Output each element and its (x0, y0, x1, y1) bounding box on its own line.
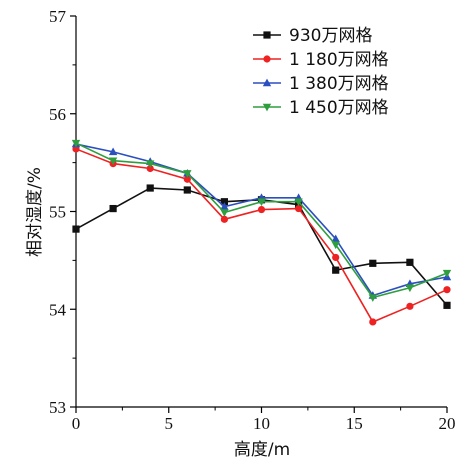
data-point (257, 205, 266, 214)
data-point (183, 175, 191, 183)
series-line (75, 148, 448, 323)
data-point (332, 253, 340, 262)
data-point (71, 139, 81, 148)
x-tick-label: 5 (165, 414, 174, 433)
data-point (257, 198, 266, 207)
chart-series-layer (71, 139, 452, 326)
y-tick-label: 57 (49, 7, 67, 26)
data-point (220, 202, 229, 210)
data-point (146, 164, 154, 173)
legend-label: 1 380万网格 (289, 74, 389, 94)
x-tick-label: 15 (346, 414, 363, 433)
series-4 (71, 139, 452, 302)
legend-label: 930万网格 (289, 26, 372, 46)
x-axis-title: 高度/m (234, 440, 290, 460)
data-point (294, 198, 303, 207)
y-tick-label: 54 (49, 300, 67, 319)
data-point (332, 266, 340, 274)
y-tick-label: 53 (49, 398, 66, 417)
data-point (220, 215, 228, 223)
data-point (146, 184, 154, 192)
data-point (146, 160, 155, 169)
data-point (443, 301, 451, 309)
data-point (72, 225, 80, 233)
data-point (406, 302, 414, 310)
x-tick-label: 10 (253, 414, 270, 433)
legend-label: 1 180万网格 (289, 50, 389, 70)
data-point (183, 170, 192, 178)
series-3 (71, 139, 452, 299)
data-point (108, 157, 118, 166)
data-point (406, 258, 414, 266)
data-point (331, 241, 340, 250)
data-point (109, 204, 117, 213)
data-point (220, 198, 228, 206)
data-point (295, 204, 303, 213)
data-point (108, 147, 118, 156)
series-2 (72, 145, 451, 326)
legend-item: 1 180万网格 (253, 50, 389, 70)
legend-item: 1 450万网格 (253, 98, 389, 118)
x-tick-label: 20 (439, 414, 456, 433)
y-tick-label: 56 (49, 105, 66, 124)
legend-marker (263, 31, 271, 39)
legend-marker (262, 78, 272, 87)
data-point (331, 234, 340, 243)
data-point (442, 269, 452, 278)
y-axis-title: 相对湿度/% (25, 167, 45, 257)
data-point (369, 318, 377, 326)
chart-legend: 930万网格 1 180万网格 1 380万网格 1 450万网格 (253, 26, 389, 118)
chart-axes: 0 5 10 15 20 53 54 55 56 57 (49, 7, 456, 433)
legend-marker (262, 103, 272, 112)
y-tick-label: 55 (49, 203, 66, 222)
data-point (183, 186, 191, 194)
data-point (368, 294, 377, 302)
data-point (443, 286, 451, 294)
data-point (220, 209, 229, 217)
data-point (369, 259, 377, 267)
data-point (405, 284, 415, 293)
legend-item: 1 380万网格 (253, 74, 389, 94)
legend-item: 930万网格 (253, 26, 372, 46)
x-tick-label: 0 (72, 414, 81, 433)
legend-label: 1 450万网格 (289, 98, 389, 118)
legend-marker (263, 55, 271, 63)
